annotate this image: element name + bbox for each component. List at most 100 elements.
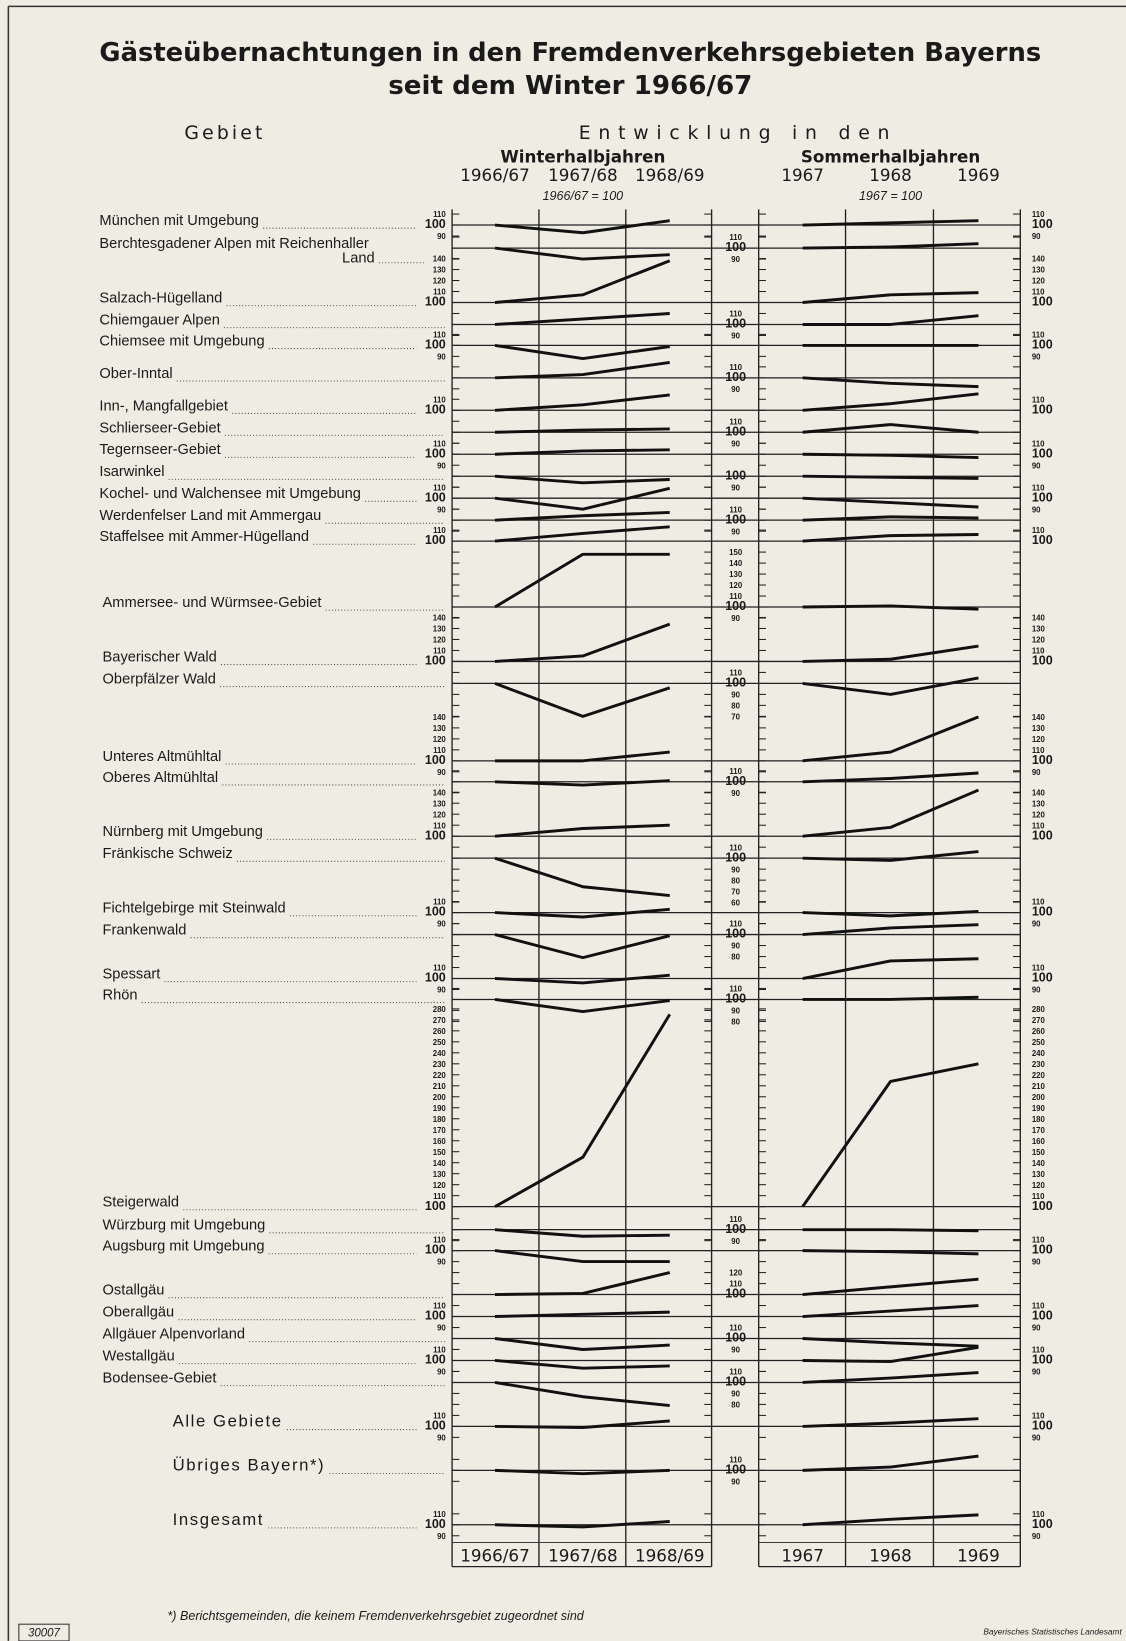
- scale-label: 100: [725, 850, 746, 864]
- summer-line: [802, 715, 979, 763]
- scale-label: 90: [731, 942, 740, 951]
- scale-label: 100: [425, 1419, 446, 1433]
- scale-label: 80: [731, 876, 740, 885]
- summer-line: [802, 219, 979, 227]
- scale-label: 90: [437, 768, 446, 777]
- scale-label: 220: [1032, 1071, 1046, 1080]
- scale-label: 110: [729, 1368, 742, 1377]
- scale-label: 120: [433, 735, 447, 744]
- scale-label: 110: [1032, 331, 1045, 340]
- scale-label: 90: [1032, 232, 1041, 241]
- scale-label: 100: [725, 370, 746, 384]
- scale-label: 250: [433, 1038, 447, 1047]
- winter-line: [494, 361, 670, 380]
- scale-label: 90: [437, 986, 446, 995]
- scale-label: 110: [1032, 1302, 1045, 1311]
- scale-label: 200: [433, 1093, 447, 1102]
- winter-line: [494, 511, 670, 522]
- scale-label: 90: [731, 1390, 740, 1399]
- winter-line: [494, 750, 670, 763]
- scale-label: 90: [731, 439, 740, 448]
- scale-label: 270: [433, 1016, 447, 1025]
- summer-line: [802, 1228, 979, 1233]
- scale-label: 100: [1032, 828, 1053, 842]
- scale-label: 110: [729, 310, 742, 319]
- title-line: Gästeübernachtungen in den Fremdenverkeh…: [99, 38, 1041, 68]
- scale-label: 110: [1032, 1346, 1045, 1355]
- scale-label: 120: [1032, 810, 1046, 819]
- summer-line: [802, 1454, 979, 1472]
- winter-line: [494, 682, 671, 718]
- scale-label: 130: [1032, 1170, 1046, 1179]
- scale-label: 100: [1032, 1309, 1053, 1323]
- scale-label: 90: [437, 1324, 446, 1333]
- winter-note: 1966/67 = 100: [543, 189, 624, 203]
- scale-label: 130: [433, 625, 447, 634]
- scale-label: 90: [731, 332, 740, 341]
- scale-label: 110: [1032, 746, 1045, 755]
- summer-line: [802, 392, 979, 412]
- winter-line: [494, 343, 670, 361]
- region-name: Staffelsee mit Ammer-Hügelland: [99, 529, 309, 545]
- winter-line: [494, 1520, 670, 1529]
- scale-label: 220: [433, 1071, 447, 1080]
- scale-label: 90: [437, 232, 446, 241]
- scale-label: 120: [433, 810, 447, 819]
- scale-label: 90: [1032, 768, 1041, 777]
- scale-label: 80: [731, 953, 740, 962]
- winter-line: [494, 1249, 670, 1264]
- region-name: Ammersee- und Würmsee-Gebiet: [103, 595, 322, 611]
- region-name: Werdenfelser Land mit Ammergau: [99, 508, 321, 524]
- scale-label: 100: [1032, 338, 1053, 352]
- scale-label: 260: [433, 1027, 447, 1036]
- scale-label: 100: [725, 317, 746, 331]
- region-name: Ober-Inntal: [99, 366, 172, 382]
- scale-label: 110: [433, 1346, 446, 1355]
- scale-label: 90: [731, 1237, 740, 1246]
- scale-label: 260: [1032, 1027, 1046, 1036]
- scale-label: 110: [1032, 647, 1045, 656]
- scale-label: 230: [433, 1060, 447, 1069]
- scale-label: 90: [1032, 1258, 1041, 1267]
- scale-label: 190: [1032, 1104, 1046, 1113]
- winter-line: [494, 552, 670, 609]
- winter-line: [494, 312, 670, 326]
- region-name: Schlierseer-Gebiet: [99, 420, 220, 436]
- scale-label: 110: [729, 233, 742, 242]
- summer-line: [802, 850, 979, 862]
- summer-year: 1967: [781, 165, 824, 185]
- scale-label: 100: [425, 905, 446, 919]
- scale-label: 100: [425, 217, 446, 231]
- scale-label: 160: [433, 1137, 447, 1146]
- scale-label: 110: [433, 1192, 446, 1201]
- scale-label: 100: [725, 468, 746, 482]
- winter-line: [494, 1337, 670, 1351]
- scale-label: 200: [1032, 1093, 1046, 1102]
- winter-header: Winterhalbjahren: [500, 146, 665, 166]
- scale-label: 90: [1032, 1434, 1041, 1443]
- scale-label: 80: [731, 1018, 740, 1027]
- scale-label: 100: [725, 599, 746, 613]
- scale-label: 110: [1032, 526, 1045, 535]
- region-name: Berchtesgadener Alpen mit Reichenhaller: [99, 236, 369, 252]
- scale-label: 100: [1032, 654, 1053, 668]
- scale-label: 90: [437, 1368, 446, 1377]
- scale-label: 110: [433, 288, 446, 297]
- scale-label: 120: [729, 1269, 743, 1278]
- scale-label: 110: [433, 439, 446, 448]
- scale-label: 110: [729, 767, 742, 776]
- scale-label: 110: [729, 417, 742, 426]
- scale-label: 230: [1032, 1060, 1046, 1069]
- scale-label: 100: [725, 240, 746, 254]
- summer-header: Sommerhalbjahren: [801, 146, 980, 166]
- region-name: Rhön: [103, 987, 138, 1003]
- scale-label: 130: [1032, 266, 1046, 275]
- scale-label: 110: [1032, 483, 1045, 492]
- scale-label: 110: [1032, 288, 1045, 297]
- scale-label: 110: [1032, 1412, 1045, 1421]
- scale-label: 110: [433, 964, 446, 973]
- scale-label: 140: [1032, 788, 1046, 797]
- scale-label: 90: [731, 385, 740, 394]
- summer-year: 1969: [957, 1545, 1000, 1565]
- scale-label: 140: [433, 255, 447, 264]
